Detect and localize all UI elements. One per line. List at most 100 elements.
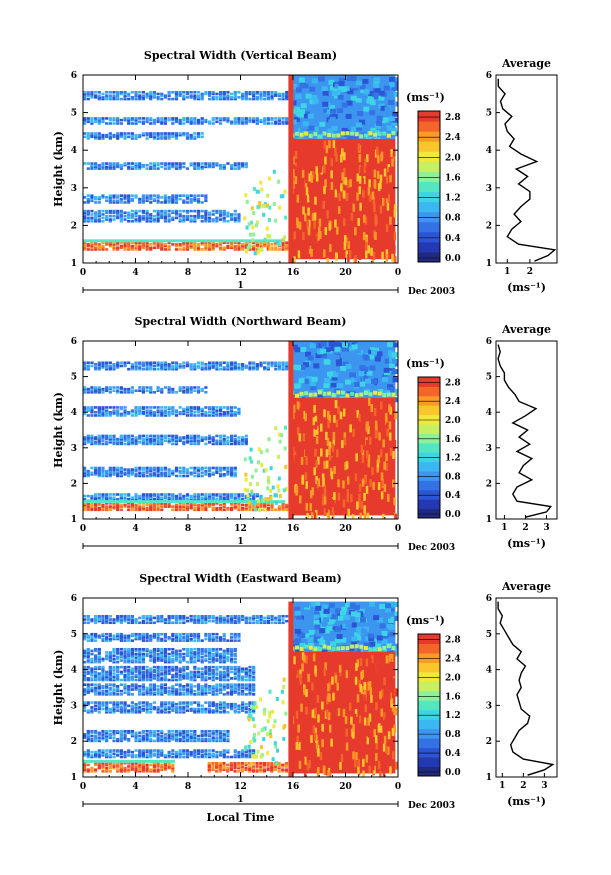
heatmap-cell xyxy=(141,506,145,510)
heatmap-cell xyxy=(185,218,190,221)
heatmap-cell xyxy=(333,88,340,94)
heatmap-cell xyxy=(226,683,230,686)
heatmap-cell xyxy=(391,369,398,375)
heatmap-cell xyxy=(252,211,256,216)
heatmap-cell xyxy=(230,406,234,409)
heatmap-cell xyxy=(390,149,393,158)
heatmap-cell xyxy=(309,86,316,92)
heatmap-cell xyxy=(244,243,248,246)
heatmap-cell xyxy=(233,755,237,759)
heatmap-cell xyxy=(260,463,264,468)
heatmap-cell xyxy=(285,241,289,244)
heatmap-cell xyxy=(145,689,149,693)
heatmap-cell xyxy=(116,94,120,97)
heatmap-cell xyxy=(116,439,120,443)
heatmap-cell xyxy=(285,117,289,120)
heatmap-cell xyxy=(127,437,131,441)
heatmap-cell xyxy=(112,441,116,444)
heatmap-cell xyxy=(105,508,109,512)
heatmap-cell xyxy=(134,137,138,140)
heatmap-cell xyxy=(174,97,179,101)
heatmap-cell xyxy=(112,765,116,768)
heatmap-cell xyxy=(174,132,179,135)
heatmap-cell xyxy=(156,503,160,507)
heatmap-cell xyxy=(391,130,396,135)
heatmap-cell xyxy=(152,701,157,704)
heatmap-cell xyxy=(381,376,388,382)
heatmap-cell xyxy=(237,439,241,443)
heatmap-cell xyxy=(233,90,237,94)
heatmap-cell xyxy=(119,701,123,704)
heatmap-cell xyxy=(200,94,204,97)
heatmap-cell xyxy=(298,433,302,442)
heatmap-cell xyxy=(244,437,248,441)
heatmap-cell xyxy=(174,244,179,248)
heatmap-cell xyxy=(317,456,320,465)
heatmap-cell xyxy=(171,768,175,772)
heatmap-cell xyxy=(248,765,252,768)
heatmap-cell xyxy=(294,131,299,136)
heatmap-cell xyxy=(160,734,164,738)
heatmap-cell xyxy=(218,94,223,97)
heatmap-cell xyxy=(259,243,263,246)
heatmap-cell xyxy=(196,361,201,365)
heatmap-cell xyxy=(248,503,252,507)
heatmap-cell xyxy=(174,167,179,170)
heatmap-cell xyxy=(163,688,168,691)
heatmap-cell xyxy=(112,702,116,706)
heatmap-cell xyxy=(189,497,193,501)
heatmap-cell xyxy=(218,707,223,711)
heatmap-cell xyxy=(163,736,168,739)
heatmap-cell xyxy=(171,199,175,203)
heatmap-cell xyxy=(367,459,371,468)
heatmap-cell xyxy=(237,508,241,512)
heatmap-cell xyxy=(222,701,226,704)
heatmap-cell xyxy=(259,247,263,252)
heatmap-cell xyxy=(178,410,182,414)
heatmap-cell xyxy=(145,750,149,754)
heatmap-cell xyxy=(255,120,259,124)
heatmap-cell xyxy=(101,494,105,498)
heatmap-cell xyxy=(138,367,142,371)
heatmap-cell xyxy=(394,397,398,403)
heatmap-cell xyxy=(116,132,120,135)
heatmap-cell xyxy=(83,669,87,672)
heatmap-cell xyxy=(185,244,190,248)
heatmap-cell xyxy=(123,496,127,499)
heatmap-cell xyxy=(244,763,248,767)
heatmap-cell xyxy=(244,165,248,169)
heatmap-cell xyxy=(252,241,256,244)
heatmap-cell xyxy=(357,217,360,226)
heatmap-cell xyxy=(90,770,94,773)
heatmap-cell xyxy=(163,167,168,170)
heatmap-cell xyxy=(145,246,149,250)
heatmap-cell xyxy=(130,391,134,394)
heatmap-cell xyxy=(167,412,171,416)
heatmap-cell xyxy=(163,135,168,139)
heatmap-cell xyxy=(83,750,87,754)
heatmap-cell xyxy=(338,197,341,206)
heatmap-cell xyxy=(237,691,241,695)
heatmap-cell xyxy=(134,508,138,512)
heatmap-cell xyxy=(277,505,281,508)
heatmap-cell xyxy=(274,364,278,368)
heatmap-cell xyxy=(138,94,142,97)
heatmap-cell xyxy=(156,97,160,101)
heatmap-cell xyxy=(163,763,168,767)
heatmap-cell xyxy=(237,366,241,369)
heatmap-cell xyxy=(244,120,248,124)
heatmap-cell xyxy=(90,439,94,443)
heatmap-cell xyxy=(178,469,182,473)
heatmap-cell xyxy=(108,133,112,137)
heatmap-cell xyxy=(266,503,270,507)
heatmap-cell xyxy=(127,765,131,768)
heatmap-cell xyxy=(344,234,347,243)
heatmap-cell xyxy=(156,389,160,393)
heatmap-cell xyxy=(86,132,90,135)
heatmap-cell xyxy=(119,707,123,711)
heatmap-cell xyxy=(127,686,131,690)
heatmap-cell xyxy=(90,734,94,738)
heatmap-cell xyxy=(90,92,94,96)
heatmap-cell xyxy=(334,400,338,409)
heatmap-cell xyxy=(255,220,259,225)
